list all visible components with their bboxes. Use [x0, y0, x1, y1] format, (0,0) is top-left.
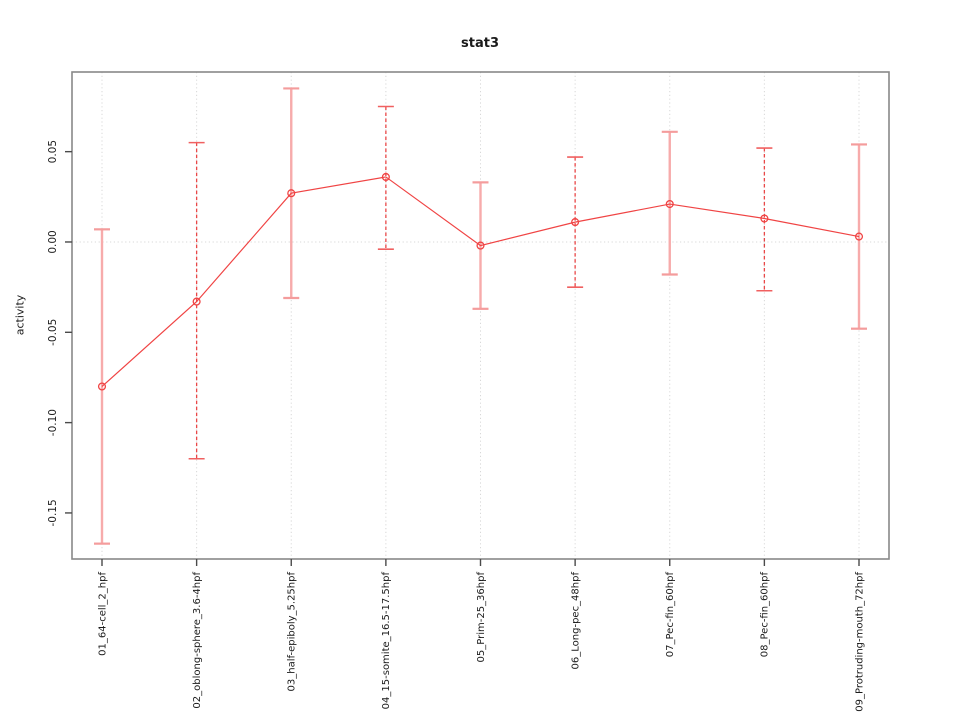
data-point	[665, 199, 674, 209]
data-point	[760, 214, 769, 223]
x-tick-label: 08_Pec-fin_60hpf	[760, 572, 771, 658]
x-tick-label: 01_64-cell_2_hpf	[97, 572, 108, 656]
y-tick-label: -0.10	[47, 409, 59, 436]
chart-title: stat3	[461, 36, 499, 51]
y-tick-label: 0.05	[47, 140, 59, 163]
data-point	[97, 382, 107, 391]
x-tick-label: 07_Pec-fin_60hpf	[665, 572, 676, 658]
y-tick-label: -0.05	[47, 319, 59, 346]
data-line	[101, 176, 860, 387]
data-point	[381, 172, 390, 182]
x-tick-label: 09_Protruding-mouth_72hpf	[854, 572, 865, 712]
x-tick-label: 06_Long-pec_48hpf	[570, 572, 581, 670]
data-point	[571, 218, 580, 227]
x-tick-label: 05_Prim-25_36hpf	[476, 572, 487, 663]
data-point	[476, 241, 485, 250]
y-tick-label: -0.15	[47, 499, 59, 526]
y-tick-label: 0.00	[47, 230, 59, 253]
x-tick-label: 02_oblong-sphere_3.6-4hpf	[192, 572, 203, 709]
data-point	[287, 189, 296, 198]
data-point	[854, 232, 864, 241]
data-point	[192, 297, 201, 306]
x-tick-label: 04_15-somite_16.5-17.5hpf	[381, 572, 392, 710]
x-tick-label: 03_half-epiboly_5.25hpf	[287, 572, 298, 692]
